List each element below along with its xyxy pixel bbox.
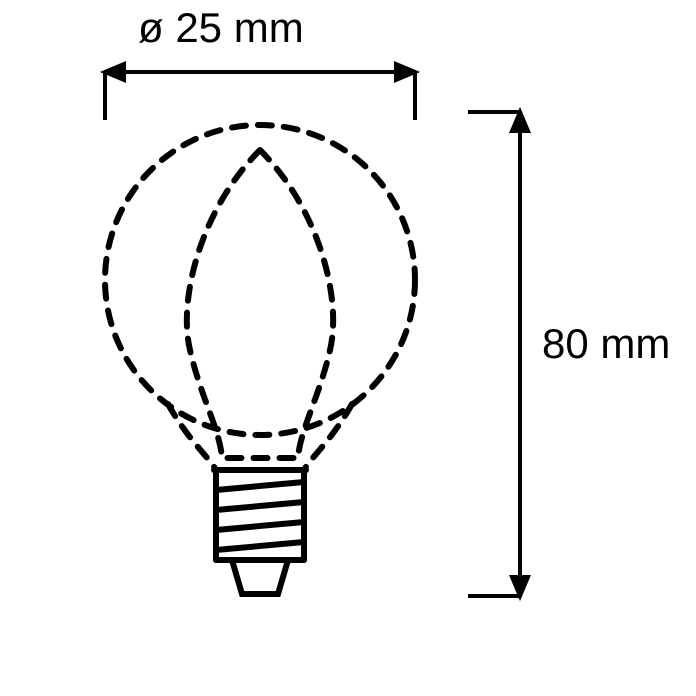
screw-base [214, 470, 306, 594]
dimension-height [468, 112, 528, 596]
globe-outline [105, 125, 415, 435]
height-label: 80 mm [542, 320, 670, 368]
dimension-diameter [105, 64, 415, 120]
candle-outline [187, 150, 333, 458]
bulb-dimension-diagram: ø 25 mm 80 mm [0, 0, 696, 696]
diameter-label: ø 25 mm [138, 4, 304, 52]
